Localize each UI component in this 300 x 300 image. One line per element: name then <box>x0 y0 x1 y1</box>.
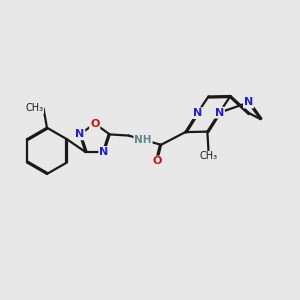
Text: CH₃: CH₃ <box>26 103 44 113</box>
Text: N: N <box>244 98 253 107</box>
Text: NH: NH <box>134 135 152 145</box>
Text: O: O <box>152 157 162 166</box>
Text: N: N <box>193 108 202 118</box>
Text: CH₃: CH₃ <box>200 152 217 161</box>
Text: N: N <box>75 129 84 140</box>
Text: N: N <box>215 108 224 118</box>
Text: N: N <box>99 147 109 157</box>
Text: O: O <box>90 118 99 128</box>
